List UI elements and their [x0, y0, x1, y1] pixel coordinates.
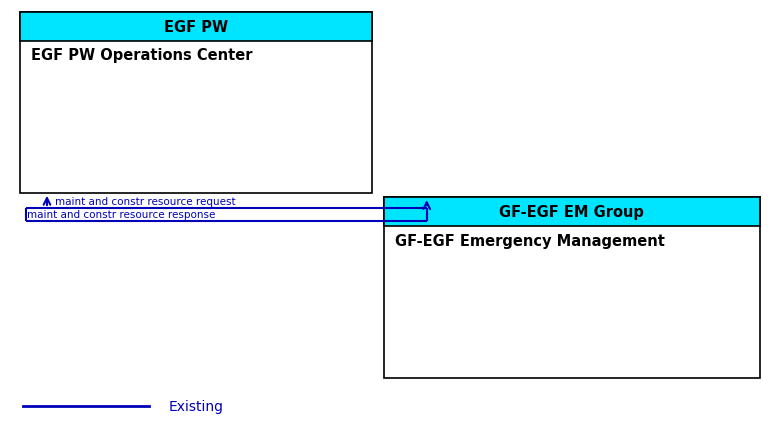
Text: Existing: Existing [168, 399, 223, 413]
Text: maint and constr resource request: maint and constr resource request [55, 197, 236, 206]
Bar [20, 13, 372, 194]
Text: GF-EGF EM Group: GF-EGF EM Group [499, 205, 644, 220]
Text: GF-EGF Emergency Management: GF-EGF Emergency Management [395, 233, 666, 248]
Text: EGF PW: EGF PW [164, 20, 228, 35]
Text: maint and constr resource response: maint and constr resource response [27, 210, 216, 220]
Bar [20, 13, 372, 42]
Bar [384, 198, 760, 227]
Bar [384, 198, 760, 378]
Text: EGF PW Operations Center: EGF PW Operations Center [31, 48, 253, 63]
